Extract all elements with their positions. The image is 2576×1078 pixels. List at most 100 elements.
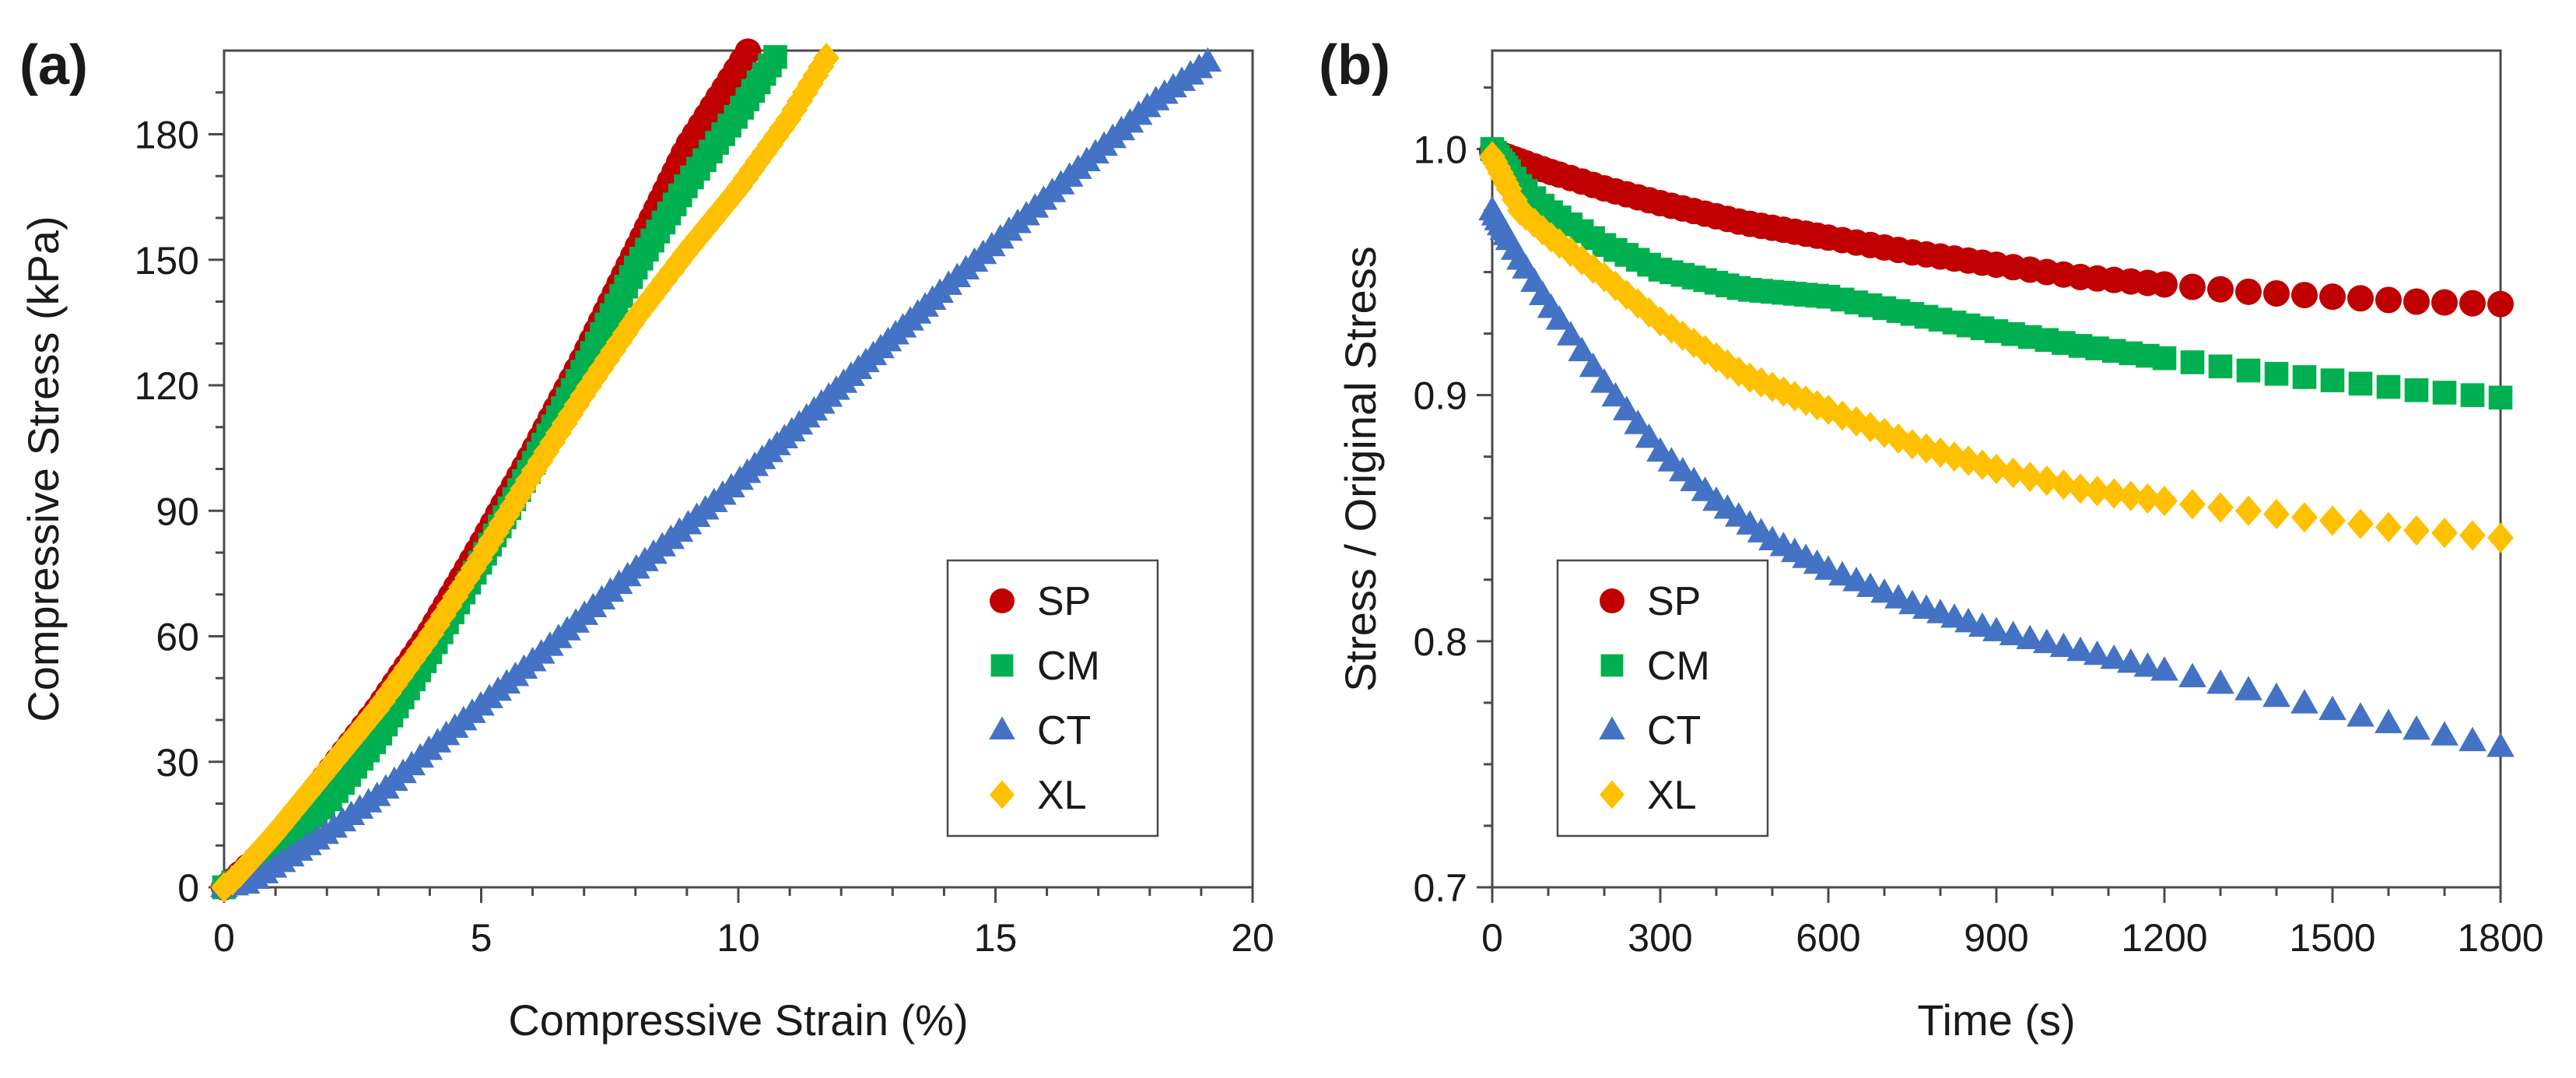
- data-point: [2347, 285, 2374, 312]
- data-point: [2459, 290, 2486, 317]
- data-point: [2263, 498, 2290, 530]
- data-point: [624, 300, 651, 332]
- x-tick-label: 10: [717, 916, 760, 960]
- series-xl: [1479, 141, 2514, 553]
- data-point: [315, 753, 342, 784]
- data-point: [2348, 371, 2373, 396]
- series-sp: [1479, 138, 2514, 318]
- data-point: [2050, 469, 2077, 500]
- legend-label-sp: SP: [1037, 579, 1091, 624]
- data-point: [678, 230, 706, 261]
- panel-label: (b): [1319, 34, 1390, 97]
- data-point: [369, 686, 396, 717]
- data-point: [2404, 378, 2429, 402]
- x-axis-label: Compressive Strain (%): [508, 995, 968, 1045]
- data-point: [2319, 505, 2346, 536]
- data-point: [720, 180, 747, 211]
- data-point: [1871, 417, 1898, 448]
- data-point: [1495, 174, 1523, 205]
- panel-a: (a) 0 5 10 15 20 0 30 60 90 120 150 180 Compressive S…: [19, 34, 1274, 1045]
- y-tick-label: 30: [156, 741, 199, 785]
- legend-label-xl: XL: [1647, 773, 1697, 818]
- data-point: [2374, 708, 2403, 733]
- data-point: [692, 212, 720, 244]
- data-point: [2459, 726, 2487, 752]
- data-point: [1521, 207, 1547, 238]
- data-point: [2084, 476, 2111, 507]
- data-point: [2346, 702, 2374, 727]
- legend-label-xl: XL: [1037, 773, 1087, 818]
- y-tick-label: 0.7: [1413, 866, 1467, 910]
- data-point: [1501, 184, 1528, 216]
- data-point: [563, 389, 591, 420]
- data-point: [2375, 511, 2402, 543]
- data-point: [2179, 489, 2206, 520]
- data-point: [1545, 305, 1574, 330]
- x-axis-label: Time (s): [1917, 995, 2075, 1045]
- data-point: [2083, 640, 2112, 665]
- data-point: [2347, 508, 2374, 539]
- data-point: [2100, 644, 2129, 669]
- legend-marker-sp: [1600, 588, 1624, 613]
- x-tick-label: 15: [974, 916, 1018, 960]
- data-point: [2375, 286, 2402, 314]
- data-point: [342, 719, 370, 750]
- data-point: [423, 609, 450, 641]
- data-point: [1999, 620, 2028, 645]
- y-axis-label: Stress / Original Stress: [1336, 246, 1385, 692]
- data-point: [399, 644, 426, 675]
- x-tick-label: 900: [1964, 916, 2028, 960]
- data-point: [1590, 368, 1618, 393]
- data-point: [1556, 321, 1585, 346]
- data-point: [2488, 385, 2513, 410]
- data-point: [2236, 358, 2261, 383]
- x-tick-label: 0: [1481, 916, 1503, 960]
- data-point: [2179, 273, 2206, 300]
- y-tick-label: 0.9: [1413, 374, 1467, 418]
- data-point: [2431, 721, 2459, 746]
- data-point: [2032, 628, 2061, 654]
- data-point: [631, 291, 658, 322]
- legend: SP CM CT XL: [1556, 559, 1769, 837]
- data-point: [2180, 350, 2205, 374]
- data-point: [1982, 616, 2010, 641]
- data-point: [2487, 732, 2515, 757]
- x-tick-label: 300: [1628, 916, 1692, 960]
- data-point: [2320, 368, 2345, 392]
- data-point: [2319, 283, 2346, 311]
- data-point: [1568, 336, 1596, 362]
- data-point: [2208, 354, 2233, 379]
- legend-marker-cm: [1600, 654, 1624, 677]
- data-point: [2291, 502, 2318, 533]
- legend-label-cm: CM: [1647, 644, 1710, 689]
- data-point: [581, 362, 608, 393]
- data-point: [570, 380, 597, 411]
- data-point: [2116, 648, 2145, 673]
- legend-box: [946, 559, 1159, 837]
- data-point: [2117, 480, 2144, 511]
- data-point: [1579, 352, 1607, 377]
- data-point: [2432, 381, 2457, 405]
- legend-marker-sp: [990, 588, 1015, 613]
- series-sp: [211, 38, 762, 901]
- data-point: [1601, 381, 1630, 407]
- data-point: [2487, 522, 2514, 553]
- y-tick-label: 180: [135, 114, 199, 157]
- data-point: [2178, 662, 2206, 687]
- legend: SP CM CT XL: [946, 559, 1159, 837]
- data-point: [1512, 200, 1540, 231]
- data-point: [2151, 271, 2178, 298]
- data-point: [2033, 465, 2060, 497]
- legend-label-cm: CM: [1037, 644, 1100, 689]
- series-ct: [1478, 195, 2515, 757]
- data-point: [2290, 689, 2318, 714]
- x-tick-label: 1800: [2457, 916, 2543, 960]
- data-point: [545, 417, 572, 448]
- data-point: [2101, 478, 2128, 509]
- x-tick-label: 1500: [2289, 916, 2375, 960]
- data-point: [1941, 441, 1968, 472]
- legend-marker-xl: [1600, 780, 1624, 809]
- data-point: [1691, 335, 1719, 366]
- data-point: [2487, 290, 2514, 318]
- series-cm: [212, 44, 787, 900]
